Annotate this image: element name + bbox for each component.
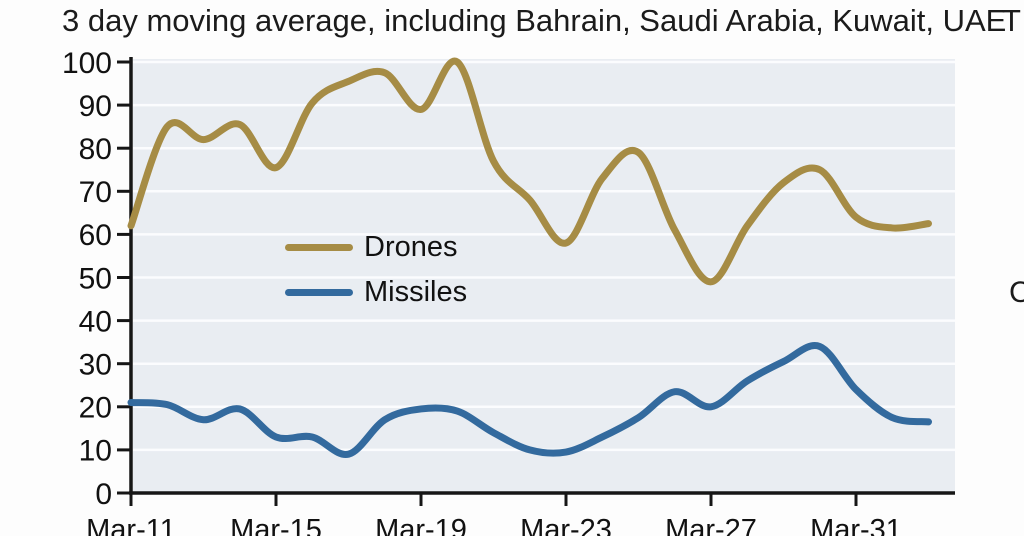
clipped-title-overflow-text: T	[1002, 3, 1021, 38]
x-tick-label: Mar-23	[520, 514, 612, 536]
x-tick-label: Mar-31	[810, 514, 902, 536]
x-tick-label: Mar-15	[230, 514, 322, 536]
y-tick-label: 10	[79, 435, 112, 468]
legend-item-missiles: Missiles	[285, 270, 467, 315]
legend-item-drones: Drones	[285, 225, 467, 270]
x-tick-label: Mar-11	[86, 514, 176, 536]
x-tick-label: Mar-19	[375, 514, 467, 536]
y-tick-label: 60	[79, 219, 112, 252]
clipped-right-edge-text: C	[1009, 276, 1024, 309]
plot-area	[133, 59, 955, 492]
missiles-line-swatch-icon	[285, 289, 353, 296]
y-tick-label: 50	[79, 262, 112, 295]
drones-line-swatch-icon	[285, 244, 353, 251]
y-tick-label: 90	[79, 90, 112, 123]
y-tick-label: 80	[79, 133, 112, 166]
chart-legend: Drones Missiles	[285, 225, 467, 315]
y-tick-label: 20	[79, 392, 112, 425]
y-tick-label: 40	[79, 305, 112, 338]
y-tick-label: 0	[95, 478, 112, 511]
legend-label-missiles: Missiles	[364, 276, 468, 308]
y-tick-label: 70	[79, 176, 112, 209]
x-tick-label: Mar-27	[665, 514, 757, 536]
y-tick-label: 100	[62, 47, 112, 80]
drones-line	[127, 57, 932, 286]
chart-title: 3 day moving average, including Bahrain,…	[62, 3, 1007, 38]
legend-label-drones: Drones	[364, 231, 458, 263]
missiles-line	[127, 342, 932, 458]
y-tick-label: 30	[79, 349, 112, 382]
